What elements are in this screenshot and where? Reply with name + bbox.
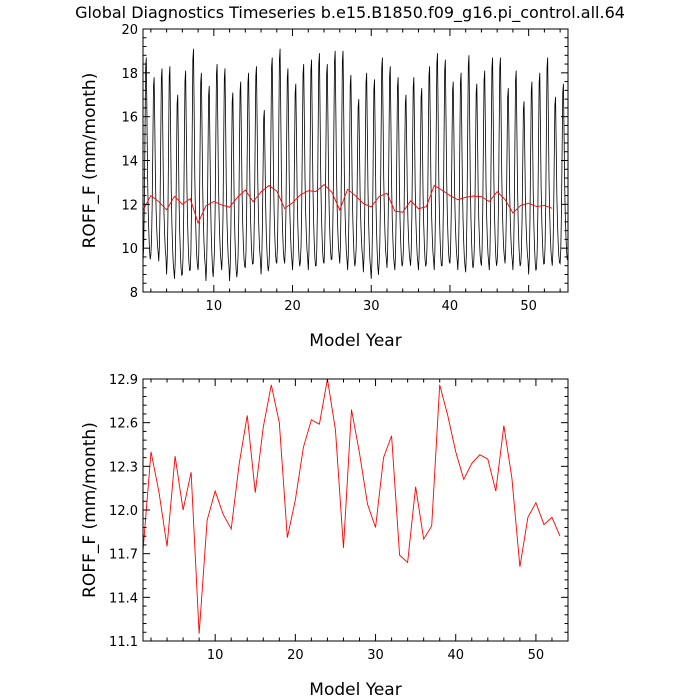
y-tick-label: 18 — [121, 67, 138, 82]
y-axis-label: ROFF_F (mm/month) — [80, 422, 100, 598]
chart-title: Global Diagnostics Timeseries b.e15.B185… — [75, 3, 625, 23]
x-tick-label: 40 — [447, 648, 464, 663]
y-tick-label: 16 — [121, 111, 138, 126]
x-axis-label: Model Year — [309, 331, 401, 351]
y-tick-label: 12.6 — [109, 417, 138, 432]
y-tick-label: 12 — [121, 198, 138, 213]
x-tick-label: 20 — [284, 299, 301, 314]
x-tick-label: 30 — [367, 648, 384, 663]
y-tick-label: 12.9 — [109, 373, 138, 388]
y-tick-label: 12.0 — [109, 504, 138, 519]
x-tick-label: 40 — [442, 299, 459, 314]
x-tick-label: 10 — [207, 648, 224, 663]
y-tick-label: 11.4 — [109, 591, 138, 606]
y-tick-label: 20 — [121, 23, 138, 38]
x-tick-label: 30 — [363, 299, 380, 314]
y-tick-label: 12.3 — [109, 460, 138, 475]
x-tick-label: 50 — [520, 299, 537, 314]
y-tick-label: 14 — [121, 155, 138, 170]
annual-mean-series-line — [142, 378, 561, 634]
y-axis-label: ROFF_F (mm/month) — [80, 73, 100, 249]
annual-mean-series-line — [142, 183, 553, 225]
x-tick-label: 20 — [287, 648, 304, 663]
monthly-series-line — [142, 48, 568, 282]
x-tick-label: 50 — [528, 648, 545, 663]
x-axis-label: Model Year — [309, 680, 401, 700]
y-tick-label: 8 — [130, 286, 138, 301]
y-tick-label: 11.7 — [109, 548, 138, 563]
plot-frame — [142, 378, 569, 642]
monthly-and-annual-panel: 10 20 30 40 50 8 10 12 14 16 18 20 Model Year ROFF_F … — [80, 23, 569, 351]
y-tick-label: 11.1 — [109, 635, 138, 650]
annual-mean-panel: 10 20 30 40 50 11.1 11.4 11.7 12.0 12.3 12.6 12.9 Mo… — [80, 373, 569, 700]
x-tick-label: 10 — [206, 299, 223, 314]
y-tick-label: 10 — [121, 242, 138, 257]
